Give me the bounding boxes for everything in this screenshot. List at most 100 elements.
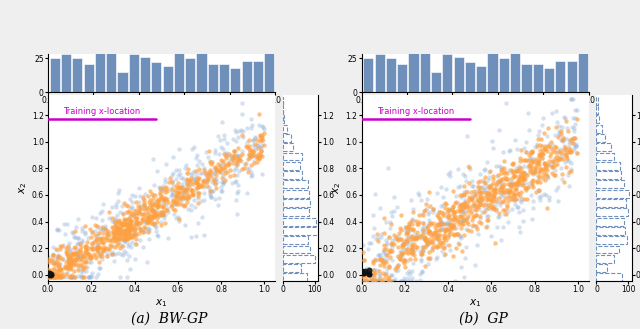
Point (246, 169, 257, 174)
Point (568, 135, 578, 140)
Point (364, 271, 374, 277)
Point (120, 217, 131, 223)
Point (424, 241, 435, 246)
Point (131, 233, 141, 238)
Point (202, 171, 212, 177)
Point (496, 187, 506, 192)
Point (211, 177, 221, 182)
Point (65, 275, 76, 280)
Point (143, 214, 153, 219)
Point (504, 181, 515, 187)
Bar (283, 264, 301, 272)
Point (232, 190, 242, 195)
Point (171, 193, 181, 198)
Point (152, 202, 163, 208)
Point (54, 268, 65, 273)
Point (422, 242, 432, 247)
Bar (283, 180, 308, 188)
Point (163, 209, 173, 215)
Point (140, 202, 150, 207)
Point (134, 226, 145, 231)
Point (198, 179, 209, 184)
Point (516, 165, 527, 170)
Point (388, 209, 399, 214)
Point (447, 222, 457, 228)
Point (415, 249, 425, 254)
Point (209, 165, 219, 171)
Point (127, 193, 138, 198)
Point (550, 155, 560, 161)
Point (247, 173, 257, 178)
Point (389, 279, 399, 284)
Point (525, 169, 536, 174)
Point (544, 142, 554, 147)
Point (140, 219, 150, 224)
Point (478, 194, 488, 199)
Point (432, 244, 442, 250)
Point (460, 173, 470, 178)
Point (422, 239, 432, 244)
Bar (283, 171, 302, 179)
Point (500, 207, 511, 213)
Point (537, 151, 547, 156)
Point (480, 205, 490, 210)
Point (490, 186, 500, 191)
Point (493, 179, 503, 184)
Point (84, 227, 95, 232)
Point (191, 185, 202, 190)
Point (502, 189, 513, 194)
Point (246, 152, 257, 158)
Point (189, 204, 200, 210)
Point (132, 219, 142, 225)
Point (151, 201, 161, 207)
Point (57, 275, 67, 280)
Point (95, 227, 105, 233)
Point (58, 257, 68, 262)
Point (472, 242, 482, 247)
Point (532, 141, 542, 147)
Point (556, 166, 566, 171)
Bar (185, 58, 195, 92)
Point (233, 189, 243, 194)
Point (456, 209, 467, 214)
Point (481, 193, 491, 199)
Point (71, 250, 81, 255)
Point (58, 242, 68, 247)
Point (82, 251, 92, 256)
Bar (596, 273, 622, 281)
Point (119, 221, 129, 226)
Point (508, 176, 518, 181)
Point (369, 257, 380, 263)
Point (191, 189, 201, 194)
Point (522, 164, 532, 169)
Point (479, 167, 490, 172)
Point (161, 185, 171, 190)
Point (400, 265, 410, 270)
Point (168, 201, 178, 207)
Point (147, 202, 157, 208)
Point (160, 177, 170, 182)
Point (212, 202, 223, 207)
Point (460, 209, 470, 214)
Point (112, 232, 122, 237)
Point (210, 150, 220, 156)
Point (205, 167, 215, 172)
Point (234, 129, 244, 134)
Point (64, 261, 74, 266)
Point (75, 240, 85, 246)
Point (156, 211, 166, 216)
Point (511, 196, 522, 201)
Point (94, 245, 104, 250)
Point (109, 223, 120, 228)
Point (553, 158, 563, 163)
Point (463, 164, 474, 169)
Point (408, 253, 419, 258)
Point (527, 158, 537, 164)
Point (249, 159, 259, 164)
Point (132, 216, 142, 221)
Point (564, 184, 574, 189)
Point (488, 180, 498, 186)
Point (113, 235, 124, 240)
Point (131, 242, 141, 247)
Point (376, 279, 387, 284)
